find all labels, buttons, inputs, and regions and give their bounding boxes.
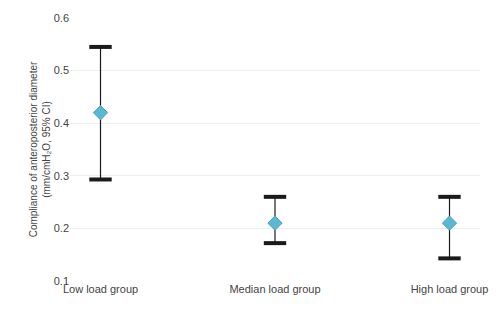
svg-text:0.5: 0.5 bbox=[54, 64, 69, 76]
svg-text:Low load group: Low load group bbox=[63, 283, 138, 295]
svg-text:Median load group: Median load group bbox=[229, 283, 320, 295]
svg-text:0.2: 0.2 bbox=[54, 222, 69, 234]
svg-text:0.3: 0.3 bbox=[54, 170, 69, 182]
svg-text:0.1: 0.1 bbox=[54, 275, 69, 287]
svg-text:High load group: High load group bbox=[411, 283, 489, 295]
svg-text:0.4: 0.4 bbox=[54, 117, 69, 129]
svg-text:0.6: 0.6 bbox=[54, 12, 69, 24]
svg-text:Compliance of anteroposterior: Compliance of anteroposterior diameter(m… bbox=[28, 61, 52, 237]
